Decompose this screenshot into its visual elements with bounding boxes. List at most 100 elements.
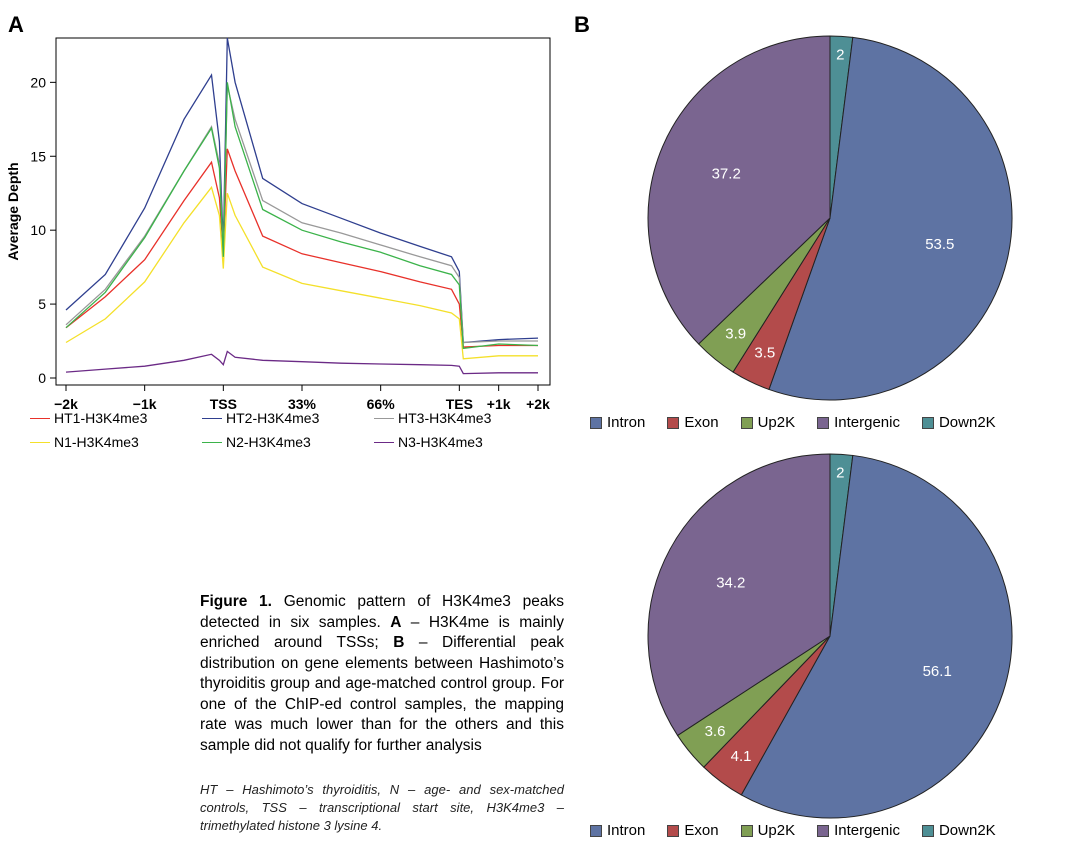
pie-legend-item-intergenic: Intergenic [817,822,900,839]
line-chart: 0 5 10 15 20 −2k −1k TSS 33% 66% TES +1k +2k Average … [5,37,551,410]
pie-legend-label: Exon [684,822,719,839]
pie-legend-label: Up2K [757,822,796,839]
x-tick-label: −1k [133,396,157,410]
pie-legend-bottom: Intron Exon Up2K Intergenic Down2K [590,822,1070,839]
pie-legend-swatch [921,824,934,837]
y-tick-label: 15 [30,148,46,164]
legend-swatch [374,441,394,443]
pie-legend-label: Intron [607,822,646,839]
pie-data-label: 3.9 [725,326,746,343]
y-tick-label: 5 [38,296,46,312]
pie-legend-label: Intergenic [834,822,900,839]
legend-item-n3-h3k4me3: N3-H3K4me3 [374,434,546,450]
legend-row: N1-H3K4me3 N2-H3K4me3 N3-H3K4me3 [30,434,550,450]
pie-data-label: 37.2 [712,166,741,183]
legend-label: N2-H3K4me3 [226,434,311,450]
y-tick-label: 10 [30,222,46,238]
pie-data-label: 53.5 [925,236,954,253]
x-tick-label: +2k [526,396,550,410]
caption-part3: – Differential peak distribution on gene… [200,634,564,754]
caption-part2: – H3K4me is mainly enriched around TSSs; [200,613,564,652]
pie-legend-swatch [667,416,680,429]
pie-data-label: 4.1 [731,748,752,765]
pie-legend-label: Intron [607,414,646,431]
pie-legend-label: Down2K [938,822,996,839]
legend-item-ht3-h3k4me3: HT3-H3K4me3 [374,410,546,426]
legend-label: N1-H3K4me3 [54,434,139,450]
y-tick-label: 0 [38,370,46,386]
pie-legend-label: Up2K [757,414,796,431]
legend-swatch [30,417,50,419]
series-line-n2-h3k4me3 [65,82,539,350]
legend-label: HT3-H3K4me3 [398,410,492,426]
plot-frame [55,37,551,386]
legend-swatch [374,417,394,419]
series-line-n3-h3k4me3 [65,350,538,375]
y-tick-label: 20 [30,74,46,90]
x-tick-label: −2k [54,396,78,410]
legend-swatch [30,441,50,443]
pie-data-label: 3.6 [705,723,726,740]
pie-legend-label: Intergenic [834,414,900,431]
legend-label: HT1-H3K4me3 [54,410,148,426]
pie-legend-swatch [817,416,830,429]
pie-legend-item-exon: Exon [667,822,719,839]
line-chart-legend: HT1-H3K4me3 HT2-H3K4me3 HT3-H3K4me3 N1-H3K4… [30,410,550,458]
pie-legend-top: Intron Exon Up2K Intergenic Down2K [590,414,1070,431]
pie-data-label: 3.5 [754,344,775,361]
pie-legend-item-exon: Exon [667,414,719,431]
x-tick-label: TES [446,396,473,410]
legend-item-ht2-h3k4me3: HT2-H3K4me3 [202,410,374,426]
pie-legend-swatch [590,416,602,429]
pie-data-label: 34.2 [716,574,745,591]
pie-data-label: 2 [836,465,844,482]
pie-legend-item-down2k: Down2K [921,822,996,839]
legend-swatch [202,441,222,443]
pie-legend-item-down2k: Down2K [921,414,996,431]
pie-legend-label: Down2K [938,414,996,431]
panel-label-b: B [574,12,590,37]
caption-b: B [393,634,405,651]
caption-a: A [390,613,402,631]
pie-chart-bottom: 2 56.1 4.1 3.6 34.2 [647,453,1013,819]
x-tick-label: 33% [288,396,317,410]
caption-part1: Genomic pattern of H3K4me3 peaks detecte… [200,593,564,631]
pie-legend-swatch [590,824,602,837]
pie-data-label: 2 [836,47,844,64]
pie-chart-top: 2 53.5 3.5 3.9 37.2 [647,35,1013,401]
series-line-ht2-h3k4me3 [65,37,539,344]
legend-label: N3-H3K4me3 [398,434,483,450]
pie-legend-item-up2k: Up2K [740,822,796,839]
legend-item-ht1-h3k4me3: HT1-H3K4me3 [30,410,202,426]
series-line-ht1-h3k4me3 [65,148,538,348]
pie-legend-item-up2k: Up2K [740,414,796,431]
pie-legend-swatch [921,416,934,429]
series-line-ht3-h3k4me3 [65,85,538,344]
x-tick-label: +1k [487,396,511,410]
legend-row: HT1-H3K4me3 HT2-H3K4me3 HT3-H3K4me3 [30,410,550,426]
x-tick-label: 66% [367,396,396,410]
pie-legend-item-intron: Intron [590,822,645,839]
legend-item-n2-h3k4me3: N2-H3K4me3 [202,434,374,450]
x-tick-label: TSS [210,396,237,410]
pie-legend-swatch [817,824,830,837]
pie-legend-swatch [740,824,753,837]
caption-lead: Figure 1. [200,593,272,610]
legend-label: HT2-H3K4me3 [226,410,320,426]
series-line-n1-h3k4me3 [65,185,538,360]
pie-slice-intron [740,454,1013,819]
legend-item-n1-h3k4me3: N1-H3K4me3 [30,434,202,450]
pie-slice-intron [768,36,1013,401]
pie-data-label: 56.1 [923,663,952,680]
pie-legend-label: Exon [684,414,719,431]
figure-caption: Figure 1. Genomic pattern of H3K4me3 pea… [200,592,564,756]
panel-label-a: A [8,12,24,37]
legend-swatch [202,417,222,419]
pie-legend-swatch [740,416,753,429]
pie-slice-intergenic [647,453,831,737]
y-axis-label: Average Depth [5,162,21,260]
pie-legend-swatch [667,824,680,837]
pie-legend-item-intron: Intron [590,414,645,431]
pie-legend-item-intergenic: Intergenic [817,414,900,431]
caption-abbreviations: HT – Hashimoto’s thyroiditis, N – age- a… [200,782,564,833]
